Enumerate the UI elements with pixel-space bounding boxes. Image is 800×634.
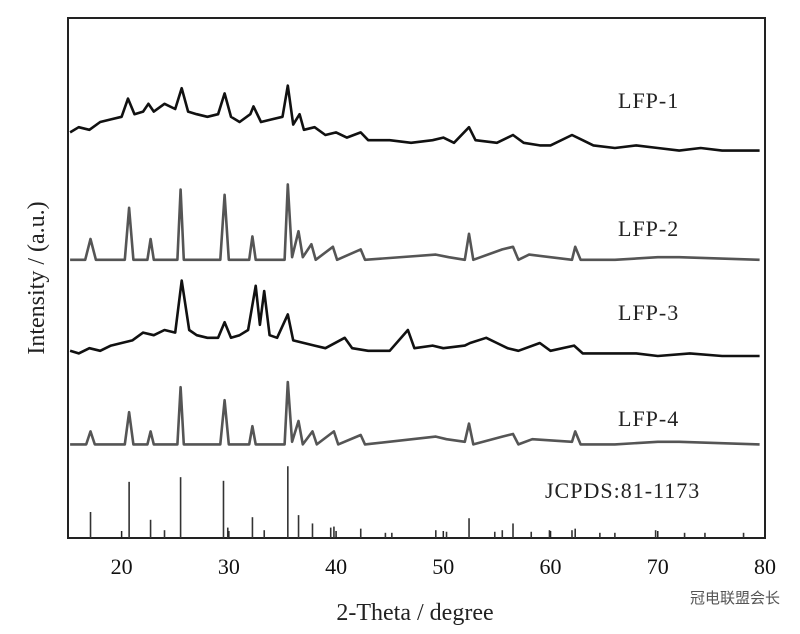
watermark: 冠电联盟会长 <box>690 589 780 607</box>
reference-label: JCPDS:81-1173 <box>545 478 700 503</box>
series-label: LFP-2 <box>618 216 679 241</box>
x-tick-label: 30 <box>218 554 240 579</box>
y-axis-label: Intensity / (a.u.) <box>24 201 50 354</box>
x-tick-label: 70 <box>647 554 669 579</box>
pattern-line <box>69 84 760 152</box>
pattern-line <box>70 183 760 262</box>
pattern-line <box>70 380 760 446</box>
x-tick-label: 60 <box>540 554 562 579</box>
plot-frame <box>67 17 766 539</box>
series-label: LFP-1 <box>618 88 679 113</box>
x-tick-label: 50 <box>432 554 454 579</box>
series-label: LFP-3 <box>618 300 679 325</box>
x-axis-label: 2-Theta / degree <box>336 600 493 626</box>
x-tick-label: 80 <box>754 554 776 579</box>
pattern-line <box>69 279 760 358</box>
series-label: LFP-4 <box>618 406 679 431</box>
x-tick-label: 20 <box>111 554 133 579</box>
x-tick-label: 40 <box>325 554 347 579</box>
